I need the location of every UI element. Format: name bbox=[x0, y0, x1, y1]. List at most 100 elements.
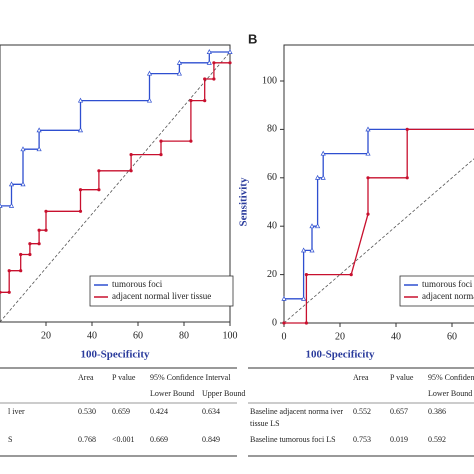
table-cell: 0.657 bbox=[390, 407, 408, 416]
point-marker bbox=[97, 188, 101, 192]
point-marker bbox=[8, 202, 15, 208]
x-tick-label: 20 bbox=[41, 330, 51, 341]
panel-label: B bbox=[248, 31, 257, 46]
table-cell: 0.634 bbox=[202, 407, 220, 416]
point-marker bbox=[206, 59, 212, 65]
point-marker bbox=[78, 188, 83, 192]
point-marker bbox=[36, 127, 42, 133]
table-subheader: Lower Bound bbox=[428, 389, 472, 398]
point-marker bbox=[37, 242, 41, 246]
point-marker bbox=[20, 146, 26, 152]
point-marker bbox=[227, 49, 233, 54]
point-marker bbox=[146, 97, 153, 103]
row-label: l iver bbox=[8, 407, 25, 416]
table-header: 95% Confidence bbox=[428, 373, 474, 382]
table-cell: 0.659 bbox=[112, 407, 130, 416]
point-marker bbox=[44, 209, 48, 213]
table-header: P value bbox=[390, 373, 414, 382]
x-axis-label: 100-Specificity bbox=[80, 349, 150, 361]
point-marker bbox=[365, 150, 371, 156]
point-marker bbox=[349, 273, 353, 277]
point-marker bbox=[0, 202, 3, 208]
table-cell: 0.768 bbox=[78, 435, 96, 444]
point-marker bbox=[189, 139, 193, 143]
point-marker bbox=[78, 209, 83, 213]
point-marker bbox=[129, 169, 133, 173]
row-label-line: tissue LS bbox=[250, 419, 280, 428]
row-label: Baseline adjacent norma iver tissue LS bbox=[250, 407, 343, 428]
point-marker bbox=[309, 247, 315, 253]
point-marker bbox=[129, 153, 133, 157]
point-marker bbox=[301, 247, 307, 253]
row-label: S bbox=[8, 435, 12, 444]
point-marker bbox=[365, 126, 371, 132]
point-marker bbox=[282, 321, 286, 325]
point-marker bbox=[159, 139, 163, 143]
table-cell: 0.386 bbox=[428, 407, 446, 416]
point-marker bbox=[8, 181, 15, 187]
y-tick-label: 20 bbox=[267, 269, 277, 280]
point-marker bbox=[7, 269, 11, 273]
point-marker bbox=[304, 273, 308, 277]
table-subheader: Lower Bound bbox=[150, 389, 194, 398]
plot-frame bbox=[283, 44, 474, 324]
point-marker bbox=[28, 252, 32, 257]
table-subheader: Upper Bound bbox=[202, 389, 245, 398]
point-marker bbox=[0, 290, 2, 294]
x-tick-label: 100 bbox=[223, 330, 238, 341]
point-marker bbox=[320, 174, 326, 180]
table-cell: 0.424 bbox=[150, 407, 168, 416]
point-marker bbox=[28, 242, 32, 246]
legend-box bbox=[399, 275, 474, 307]
point-marker bbox=[159, 153, 163, 157]
point-marker bbox=[77, 97, 84, 103]
x-tick-label: 60 bbox=[133, 330, 143, 341]
y-tick-label: 100 bbox=[262, 75, 277, 86]
roc-line bbox=[284, 128, 474, 300]
y-axis-label: Sensitivity bbox=[238, 177, 250, 226]
table-cell: 0.019 bbox=[390, 435, 408, 444]
point-marker bbox=[309, 223, 315, 229]
point-marker bbox=[212, 77, 216, 81]
x-axis-label: 100-Specificity bbox=[305, 349, 375, 361]
roc-line bbox=[0, 62, 230, 293]
table-cell: 0.849 bbox=[202, 435, 220, 444]
reference-line bbox=[0, 51, 231, 323]
table-header: Area bbox=[78, 373, 94, 382]
point-marker bbox=[315, 223, 321, 229]
x-tick-label: 80 bbox=[179, 330, 189, 341]
point-marker bbox=[189, 99, 193, 103]
row-label-line: Baseline adjacent norma iver bbox=[250, 407, 343, 416]
point-marker bbox=[320, 150, 326, 156]
legend-box bbox=[89, 275, 234, 307]
legend-label: tumorous foci bbox=[422, 279, 473, 289]
table-cell: 0.552 bbox=[353, 407, 371, 416]
x-tick-label: 40 bbox=[87, 330, 97, 341]
point-marker bbox=[7, 290, 11, 294]
table-header: Area bbox=[353, 373, 369, 382]
x-tick-label: 20 bbox=[335, 331, 345, 342]
point-marker bbox=[20, 181, 26, 187]
point-marker bbox=[366, 212, 370, 216]
point-marker bbox=[44, 228, 48, 232]
legend-label: tumorous foci bbox=[112, 279, 163, 289]
point-marker bbox=[37, 228, 41, 232]
table-cell: <0.001 bbox=[112, 435, 135, 444]
y-tick-label: 0 bbox=[272, 317, 277, 328]
legend-label: adjacent normal liver tissue bbox=[422, 291, 474, 301]
legend-label: adjacent normal liver tissue bbox=[112, 291, 211, 301]
table-cell: 0.530 bbox=[78, 407, 96, 416]
table-header: P value bbox=[112, 373, 136, 382]
point-marker bbox=[228, 61, 232, 65]
point-marker bbox=[19, 269, 23, 273]
table-cell: 0.592 bbox=[428, 435, 446, 444]
point-marker bbox=[19, 252, 23, 257]
y-tick-label: 40 bbox=[267, 220, 277, 231]
point-marker bbox=[212, 61, 216, 65]
table-cell: 0.753 bbox=[353, 435, 371, 444]
point-marker bbox=[176, 70, 182, 76]
y-tick-label: 60 bbox=[267, 172, 277, 183]
point-marker bbox=[206, 49, 212, 54]
plot-frame bbox=[0, 44, 231, 323]
point-marker bbox=[301, 295, 307, 301]
